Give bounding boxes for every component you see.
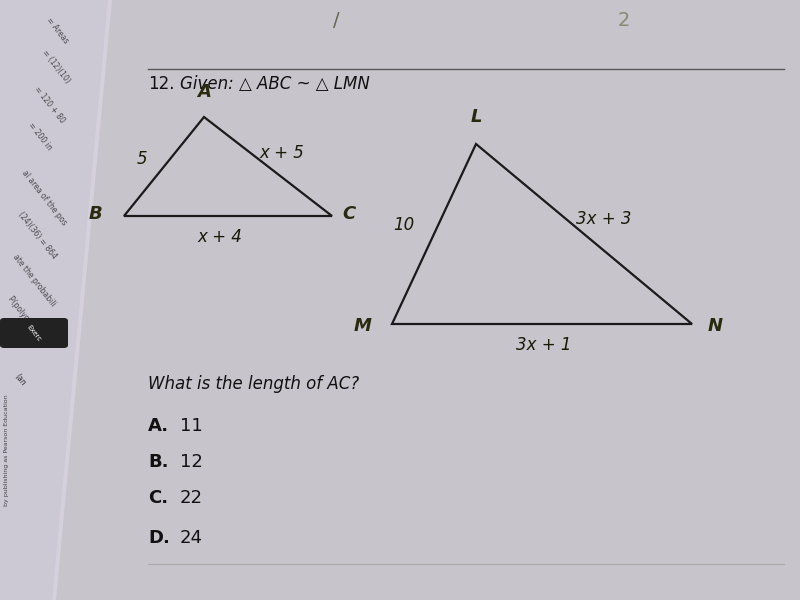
Text: Given: △ ABC ~ △ LMN: Given: △ ABC ~ △ LMN: [180, 75, 370, 93]
Text: = Areas: = Areas: [45, 15, 70, 45]
Text: Exerc: Exerc: [26, 323, 42, 343]
Text: 3x + 1: 3x + 1: [516, 336, 572, 354]
Text: 24: 24: [180, 529, 203, 547]
Text: (an: (an: [13, 372, 27, 388]
Text: /: /: [333, 11, 339, 31]
Text: A: A: [197, 83, 211, 101]
Text: 22: 22: [180, 489, 203, 507]
Text: L: L: [470, 108, 482, 126]
Text: = 120 + 80: = 120 + 80: [33, 84, 66, 124]
Text: M: M: [354, 317, 372, 335]
Text: al area of the pos: al area of the pos: [21, 168, 69, 227]
Text: 5: 5: [136, 150, 147, 168]
Text: 3x + 3: 3x + 3: [576, 210, 632, 228]
Text: (24)(36) = 864: (24)(36) = 864: [17, 210, 58, 260]
Text: 12: 12: [180, 453, 203, 471]
Text: N: N: [708, 317, 723, 335]
Text: = (12)(10): = (12)(10): [41, 48, 72, 85]
Text: 12.: 12.: [148, 75, 174, 93]
Polygon shape: [0, 0, 112, 600]
Text: C: C: [342, 205, 356, 223]
Text: A.: A.: [148, 417, 169, 435]
Text: ate the probabili: ate the probabili: [11, 252, 57, 308]
Text: D.: D.: [148, 529, 170, 547]
Text: C.: C.: [148, 489, 168, 507]
Text: 11: 11: [180, 417, 202, 435]
Polygon shape: [0, 0, 108, 600]
Text: x + 5: x + 5: [259, 144, 304, 162]
Text: 2: 2: [618, 11, 630, 31]
Text: What is the length of AC?: What is the length of AC?: [148, 375, 359, 393]
Text: B: B: [89, 205, 102, 223]
Text: B.: B.: [148, 453, 169, 471]
Text: 10: 10: [394, 216, 414, 234]
Text: = 200 in: = 200 in: [27, 120, 54, 152]
FancyBboxPatch shape: [0, 318, 68, 348]
Text: by publishing as Pearson Education: by publishing as Pearson Education: [4, 394, 9, 506]
Text: P(polygon) = a: P(polygon) = a: [6, 294, 48, 345]
Text: x + 4: x + 4: [198, 228, 242, 246]
